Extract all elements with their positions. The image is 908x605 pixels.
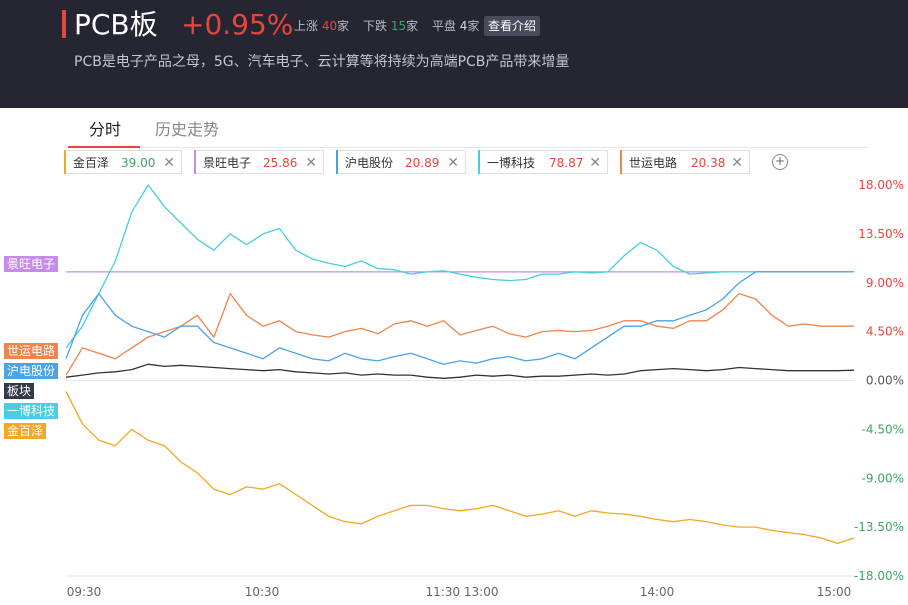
y-tick-label: -13.50%	[854, 520, 904, 534]
y-tick-label: -18.00%	[854, 569, 904, 583]
sector-description: PCB是电子产品之母，5G、汽车电子、云计算等将持续为高端PCB产品带来增量	[74, 54, 570, 70]
chip-color-marker	[620, 150, 622, 174]
stat-flat: 平盘 4家	[432, 19, 480, 33]
stat-up-label: 上涨	[294, 19, 319, 33]
series-tag: 板块	[4, 383, 35, 399]
compare-chip-yibo[interactable]: 一博科技 78.87 ✕	[478, 150, 608, 174]
stat-down-label: 下跌	[362, 19, 387, 33]
chip-color-marker	[478, 150, 480, 174]
series-tag: 沪电股份	[4, 363, 59, 379]
series-line	[65, 184, 854, 349]
x-tick-label: 15:00	[817, 585, 852, 599]
series-line	[65, 292, 854, 376]
series-tag: 景旺电子	[4, 256, 59, 272]
series-line	[65, 271, 854, 365]
series-tag: 一博科技	[4, 403, 59, 419]
stat-down-count: 15	[390, 19, 407, 33]
tab-history[interactable]: 历史走势	[155, 120, 220, 139]
compare-chip-jingwang[interactable]: 景旺电子 25.86 ✕	[194, 150, 324, 174]
stat-down: 下跌 15家	[363, 19, 418, 33]
x-tick-label: 14:00	[640, 585, 675, 599]
title-accent-bar	[62, 10, 66, 38]
stat-up: 上涨 40家	[294, 19, 349, 33]
header-panel: PCB板 +0.95% 上涨 40家 下跌 15家 平盘 4家 查看介绍 PCB…	[0, 0, 908, 108]
compare-chip-huidian[interactable]: 沪电股份 20.89 ✕	[336, 150, 466, 174]
chip-name: 景旺电子	[203, 156, 252, 170]
stat-up-unit: 家	[337, 19, 350, 33]
compare-chip-shiyun[interactable]: 世运电路 20.38 ✕	[620, 150, 750, 174]
chip-color-marker	[336, 150, 338, 174]
y-tick-label: -4.50%	[862, 422, 904, 436]
sector-change: +0.95%	[181, 8, 294, 41]
x-tick-label: 11:30 13:00	[426, 585, 499, 599]
series-line	[65, 363, 855, 379]
compare-chip-jinbaize[interactable]: 金百泽 39.00 ✕	[64, 150, 182, 174]
close-icon[interactable]: ✕	[447, 155, 459, 171]
series-line	[65, 391, 855, 545]
chip-price: 25.86	[263, 156, 298, 170]
stat-down-unit: 家	[406, 19, 419, 33]
chart-grid	[66, 380, 854, 577]
close-icon[interactable]: ✕	[589, 155, 601, 171]
sector-title: PCB板	[74, 8, 158, 41]
close-icon[interactable]: ✕	[731, 155, 743, 171]
advance-decline-stats: 上涨 40家 下跌 15家 平盘 4家	[294, 16, 489, 36]
close-icon[interactable]: ✕	[305, 155, 317, 171]
active-tab-underline	[68, 146, 140, 148]
y-tick-label: 9.00%	[866, 276, 904, 290]
stat-up-count: 40	[321, 19, 338, 33]
stat-flat-count: 4	[459, 19, 468, 33]
chart-series	[65, 184, 855, 545]
y-tick-label: 18.00%	[858, 178, 904, 192]
chip-name: 金百泽	[73, 156, 110, 170]
plus-circle-icon[interactable]: +	[772, 154, 788, 170]
x-tick-label: 10:30	[245, 585, 280, 599]
chip-price: 39.00	[121, 156, 156, 170]
series-tag: 金百泽	[4, 423, 47, 439]
view-intro-button[interactable]: 查看介绍	[484, 16, 541, 36]
chip-name: 沪电股份	[345, 156, 394, 170]
chip-price: 20.38	[691, 156, 726, 170]
close-icon[interactable]: ✕	[163, 155, 175, 171]
stat-flat-label: 平盘	[431, 19, 456, 33]
chip-name: 一博科技	[487, 156, 536, 170]
x-axis-labels: 09:30 10:30 11:30 13:00 14:00 15:00	[67, 585, 852, 599]
tab-intraday[interactable]: 分时	[89, 120, 122, 139]
y-axis-labels: 18.00% 13.50% 9.00% 4.50% 0.00% -4.50% -9.00% -…	[854, 178, 904, 583]
stat-flat-unit: 家	[467, 19, 480, 33]
y-tick-label: -9.00%	[862, 471, 904, 485]
y-tick-label: 4.50%	[866, 325, 904, 339]
chip-price: 20.89	[405, 156, 440, 170]
y-tick-label: 13.50%	[858, 227, 904, 241]
chip-name: 世运电路	[629, 156, 678, 170]
chip-price: 78.87	[549, 156, 584, 170]
y-tick-label: 0.00%	[866, 374, 904, 388]
tab-divider	[68, 147, 868, 148]
series-tag: 世运电路	[4, 343, 59, 359]
x-tick-label: 09:30	[67, 585, 102, 599]
chip-color-marker	[194, 150, 196, 174]
chip-color-marker	[64, 150, 66, 174]
